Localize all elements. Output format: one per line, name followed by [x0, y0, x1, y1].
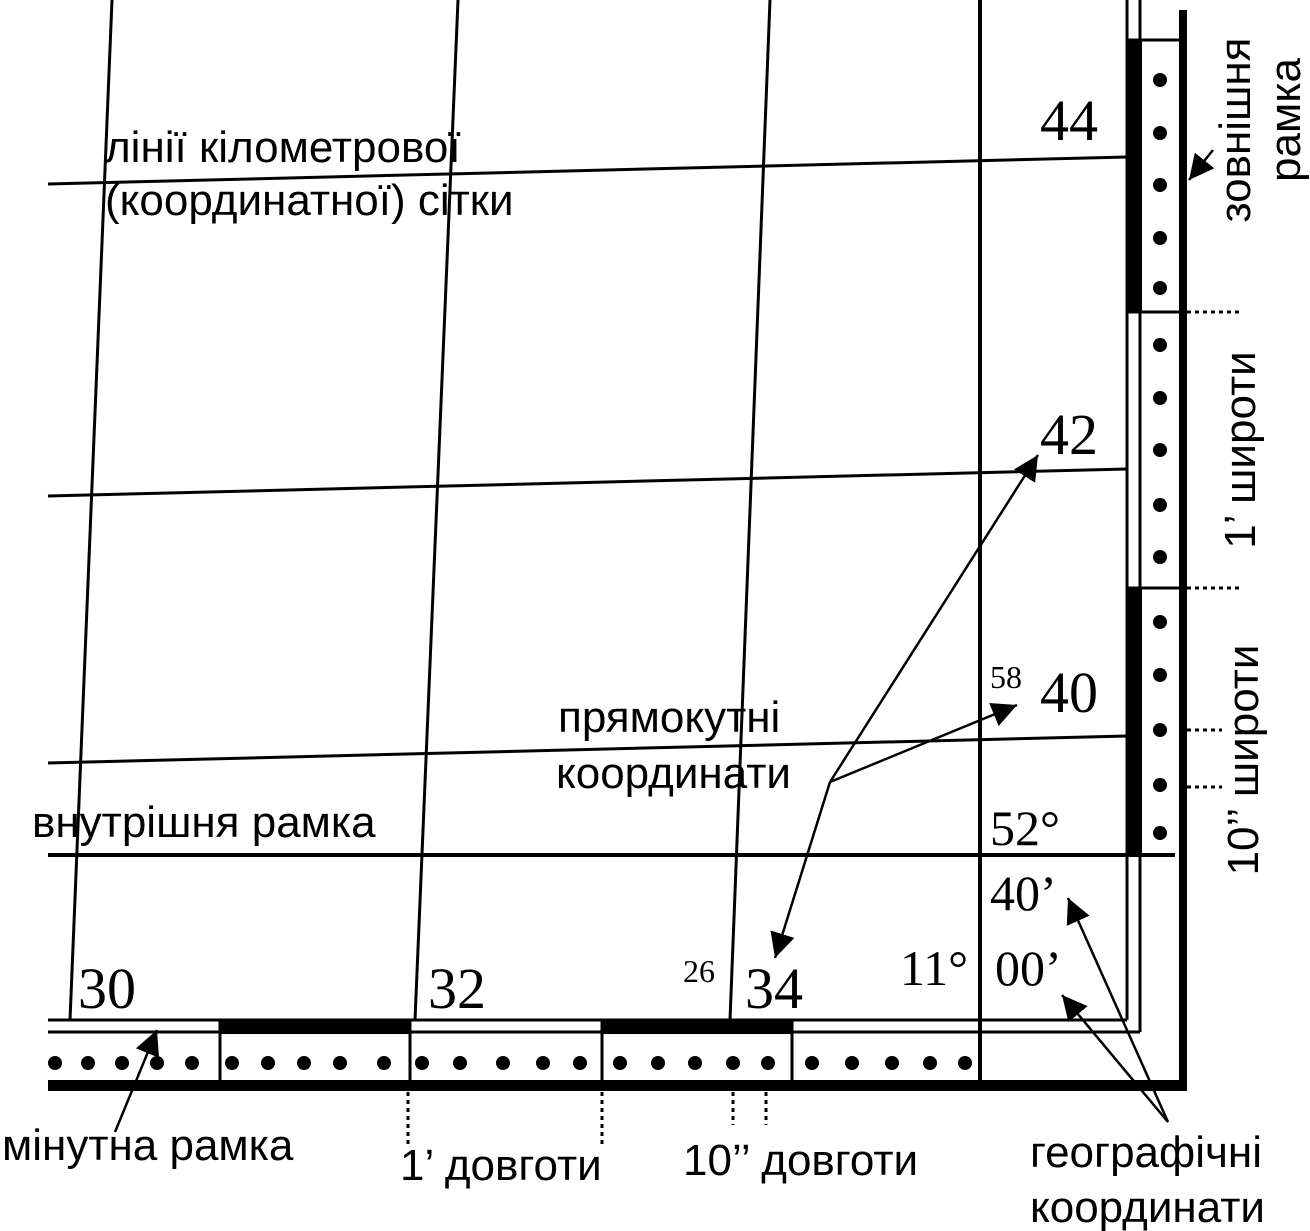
grid-line: [68, 0, 114, 1021]
frame-dot: [536, 1056, 550, 1070]
frame-dot: [958, 1056, 972, 1070]
frame-dot: [150, 1056, 164, 1070]
frame-dot: [81, 1056, 95, 1070]
frame-dot: [496, 1056, 510, 1070]
frame-dot: [415, 1056, 429, 1070]
frame-dot: [885, 1056, 899, 1070]
northing-prefix: 58: [990, 659, 1022, 695]
northing: 40: [1040, 660, 1098, 725]
frame-dot: [761, 1056, 775, 1070]
arrow: [770, 781, 832, 959]
frame-dot: [1153, 231, 1167, 245]
latitude-minute-label: 1’ широти: [1216, 351, 1265, 548]
frame-dot: [185, 1056, 199, 1070]
rectangular-label: координати: [556, 749, 791, 798]
frame-dot: [1153, 391, 1167, 405]
grid-label: (координатної) сітки: [105, 176, 514, 225]
grid-label: лінії кілометрової: [105, 123, 461, 172]
northing: 42: [1040, 402, 1098, 467]
corner-latitude: 52°: [990, 800, 1060, 856]
arrow: [113, 1029, 160, 1133]
frame-dot: [1153, 281, 1167, 295]
frame-dot: [377, 1056, 391, 1070]
frame-dot: [1153, 615, 1167, 629]
frame-dot: [651, 1056, 665, 1070]
grid-line: [47, 734, 1128, 765]
frame-dot: [225, 1056, 239, 1070]
frame-dot: [1153, 338, 1167, 352]
frame-dot: [1153, 826, 1167, 840]
corner-longitude: 11°: [900, 940, 968, 996]
arrow: [829, 702, 1018, 784]
frame-dot: [1153, 668, 1167, 682]
frame-dot: [1153, 723, 1167, 737]
arrow: [1188, 149, 1215, 181]
frame-dot: [1153, 73, 1167, 87]
black-segment: [1127, 588, 1142, 855]
frame-dot: [333, 1056, 347, 1070]
outer-frame-label: рамка: [1261, 58, 1310, 182]
grid-line: [728, 0, 772, 1021]
longitude-seconds-label: 10’’ довготи: [683, 1136, 918, 1185]
easting: 34: [745, 956, 803, 1021]
black-segment: [1127, 40, 1142, 312]
frame-dot: [297, 1056, 311, 1070]
northing: 44: [1040, 88, 1098, 153]
frame-dot: [1153, 443, 1167, 457]
frame-dot: [1153, 126, 1167, 140]
labels: лінії кілометрової (координатної) сітки …: [2, 37, 1310, 1231]
black-segment: [220, 1020, 410, 1034]
frame-dot: [573, 1056, 587, 1070]
frame-dot: [1153, 178, 1167, 192]
arrow: [828, 454, 1040, 783]
inner-frame-label: внутрішня рамка: [32, 798, 376, 847]
geographic-label: географічні: [1030, 1128, 1262, 1177]
frame-dot: [805, 1056, 819, 1070]
frame-dot: [923, 1056, 937, 1070]
corner-longitude: 00’: [995, 940, 1062, 996]
arrow: [1061, 994, 1169, 1123]
frame-dot: [1153, 550, 1167, 564]
frame-dot: [688, 1056, 702, 1070]
corner-latitude: 40’: [990, 865, 1057, 921]
easting-prefix: 26: [683, 953, 715, 989]
frame-dot: [1153, 498, 1167, 512]
frame-dot: [115, 1056, 129, 1070]
arrow: [1066, 897, 1170, 1123]
outer-frame-label: зовнішня: [1211, 37, 1260, 222]
grid-line: [47, 467, 1128, 498]
frame-dot: [845, 1056, 859, 1070]
frame-dot: [726, 1056, 740, 1070]
frame-dot: [453, 1056, 467, 1070]
rectangular-label: прямокутні: [558, 693, 780, 742]
easting: 30: [78, 956, 136, 1021]
frame-dot: [48, 1056, 62, 1070]
frame-dot: [261, 1056, 275, 1070]
easting: 32: [428, 956, 486, 1021]
grid-line: [47, 155, 1128, 186]
geographic-label: координати: [1030, 1183, 1265, 1231]
frame-dot: [613, 1056, 627, 1070]
frame-dot: [1153, 778, 1167, 792]
longitude-minute-label: 1’ довготи: [400, 1141, 602, 1190]
latitude-seconds-label: 10’’ широти: [1219, 645, 1268, 876]
frame-lines: [47, 0, 1242, 1148]
minute-frame-label: мінутна рамка: [2, 1121, 294, 1170]
black-segment: [602, 1020, 792, 1034]
grid-line: [413, 0, 460, 1021]
